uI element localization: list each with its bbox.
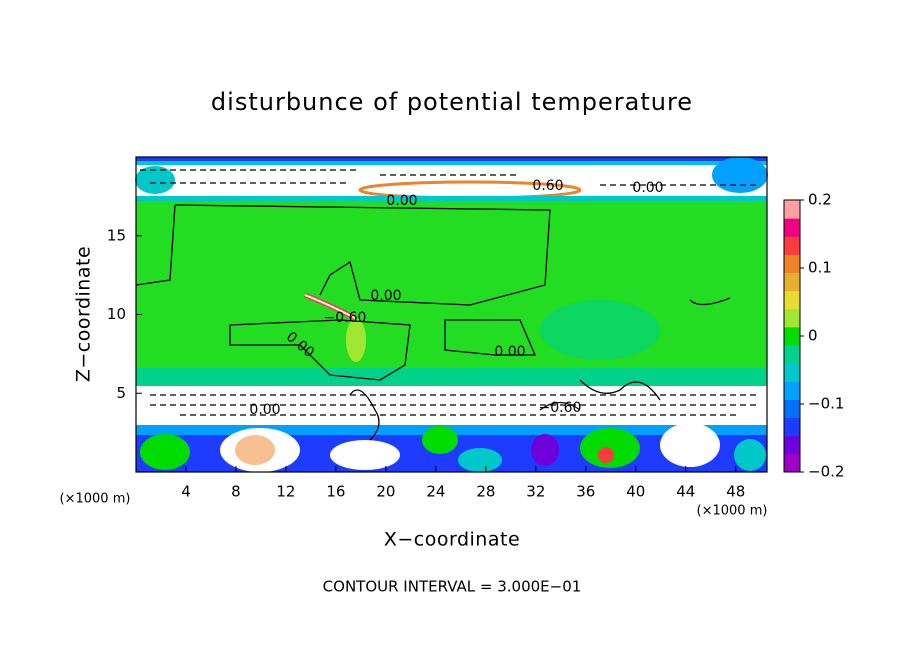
x-tick-label: 4	[181, 483, 191, 501]
colorbar-cell	[784, 218, 800, 237]
colorbar-cell	[784, 453, 800, 473]
x-tick-label: 32	[526, 483, 545, 501]
colorbar-cell	[784, 345, 800, 364]
x-tick-label: 24	[426, 483, 445, 501]
contour-label: 0.00	[386, 193, 417, 209]
footer-note: CONTOUR INTERVAL = 3.000E−01	[323, 578, 582, 596]
colorbar-tick-label: 0.1	[808, 259, 832, 277]
colorbar-cell	[784, 200, 800, 219]
x-tick-label: 16	[326, 483, 345, 501]
colorbar-cell	[784, 399, 800, 419]
contour-label: −0.60	[324, 310, 367, 326]
x-tick-label: 44	[676, 483, 695, 501]
y-tick-label: 10	[107, 305, 126, 323]
contour-label: −0.60	[539, 400, 582, 416]
contour-label: 0.60	[532, 178, 563, 194]
contour-label: 0.00	[370, 288, 401, 304]
y-axis-label: Z−coordinate	[73, 246, 95, 382]
colorbar-cell	[784, 363, 800, 382]
x-axis-label: X−coordinate	[384, 529, 520, 551]
contour-label: 0.00	[632, 180, 663, 196]
x-tick-label: 8	[231, 483, 241, 501]
field	[135, 157, 768, 472]
x-tick-label: 12	[276, 483, 295, 501]
colorbar-cell	[784, 417, 800, 437]
colorbar-tick-label: −0.2	[808, 463, 844, 481]
contour-label: 0.00	[249, 402, 280, 418]
colorbar-cell	[784, 308, 800, 328]
colorbar-cell	[784, 254, 800, 274]
chart-title: disturbunce of potential temperature	[211, 88, 693, 116]
colorbar-cell	[784, 326, 800, 346]
x-tick-label: 28	[476, 483, 495, 501]
colorbar-tick-label: 0	[808, 327, 818, 345]
x-unit: (×1000 m)	[60, 492, 131, 507]
colorbar-tick-label: −0.1	[808, 395, 844, 413]
y-tick-label: 15	[107, 226, 126, 244]
colorbar-tick-label: 0.2	[808, 191, 832, 209]
colorbar-cell	[784, 381, 800, 400]
x-unit: (×1000 m)	[697, 504, 768, 519]
colorbar-cell	[784, 236, 800, 255]
colorbar-cell	[784, 290, 800, 310]
x-tick-label: 48	[726, 483, 745, 501]
x-tick-label: 20	[376, 483, 395, 501]
contour-label: 0.00	[494, 344, 525, 360]
x-tick-label: 36	[576, 483, 595, 501]
y-tick-label: 5	[116, 384, 126, 402]
x-tick-label: 40	[626, 483, 645, 501]
colorbar-cell	[784, 272, 800, 292]
colorbar-cell	[784, 435, 800, 455]
